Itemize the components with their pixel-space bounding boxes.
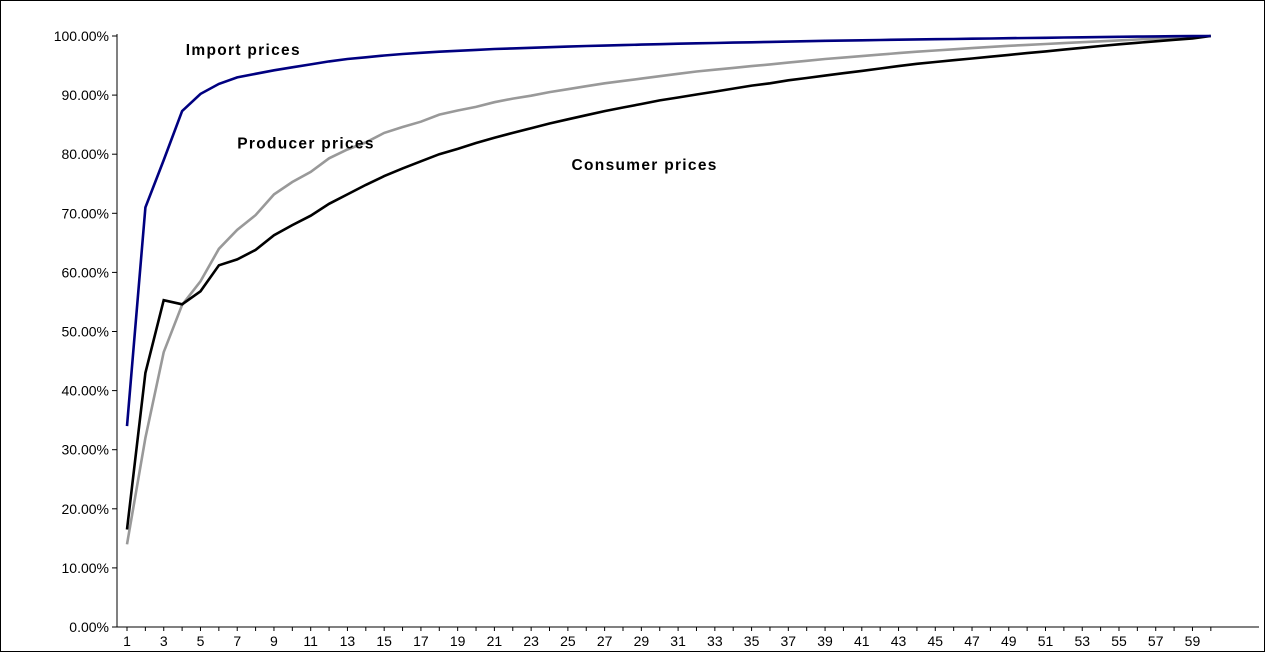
- x-tick-label: 59: [1185, 633, 1201, 649]
- series-line-producer-prices: [125, 34, 1211, 545]
- x-tick-label: 57: [1148, 633, 1164, 649]
- series-label-producer-prices: Producer prices: [237, 135, 375, 152]
- y-tick-label: 30.00%: [62, 442, 109, 458]
- series-label-import-prices: Import prices: [186, 42, 301, 59]
- x-tick-label: 3: [160, 633, 168, 649]
- x-tick-label: 25: [560, 633, 576, 649]
- series-line-import-prices: [125, 34, 1211, 427]
- x-tick-label: 11: [303, 633, 318, 649]
- series-label-consumer-prices: Consumer prices: [572, 157, 718, 174]
- y-tick-label: 20.00%: [62, 501, 109, 517]
- x-tick-label: 13: [340, 633, 356, 649]
- x-tick-label: 43: [891, 633, 907, 649]
- x-tick-label: 45: [927, 633, 943, 649]
- y-tick-label: 80.00%: [62, 146, 109, 162]
- x-tick-label: 5: [197, 633, 205, 649]
- x-tick-label: 9: [270, 633, 278, 649]
- x-tick-label: 37: [781, 633, 797, 649]
- x-tick-label: 1: [123, 633, 131, 649]
- x-tick-label: 35: [744, 633, 760, 649]
- x-tick-label: 29: [634, 633, 650, 649]
- x-tick-label: 53: [1074, 633, 1090, 649]
- y-tick-label: 100.00%: [54, 28, 109, 44]
- series-lines: [125, 34, 1211, 545]
- x-tick-label: 51: [1038, 633, 1054, 649]
- x-tick-label: 47: [964, 633, 980, 649]
- x-tick-label: 41: [854, 633, 870, 649]
- x-tick-label: 15: [376, 633, 392, 649]
- x-tick-label: 27: [597, 633, 613, 649]
- series-labels: Import prices Producer prices Consumer pri…: [186, 42, 718, 174]
- x-tick-label: 21: [487, 633, 503, 649]
- y-tick-label: 90.00%: [62, 87, 109, 103]
- x-tick-label: 17: [413, 633, 429, 649]
- y-tick-label: 40.00%: [62, 383, 109, 399]
- x-tick-label: 23: [523, 633, 539, 649]
- x-tick-label: 33: [707, 633, 723, 649]
- x-tick-label: 55: [1111, 633, 1127, 649]
- x-tick-label: 39: [817, 633, 833, 649]
- y-tick-label: 50.00%: [62, 324, 109, 340]
- y-tick-label: 70.00%: [62, 205, 109, 221]
- x-tick-label: 7: [233, 633, 241, 649]
- y-tick-label: 10.00%: [62, 560, 109, 576]
- series-line-consumer-prices: [125, 34, 1211, 530]
- y-tick-label: 0.00%: [69, 619, 109, 635]
- axes: 0.00% 10.00% 20.00% 30.00% 40.00% 50.00% 60.00…: [54, 28, 1259, 649]
- x-tick-label: 19: [450, 633, 466, 649]
- x-tick-label: 31: [670, 633, 686, 649]
- y-tick-label: 60.00%: [62, 264, 109, 280]
- x-tick-label: 49: [1001, 633, 1017, 649]
